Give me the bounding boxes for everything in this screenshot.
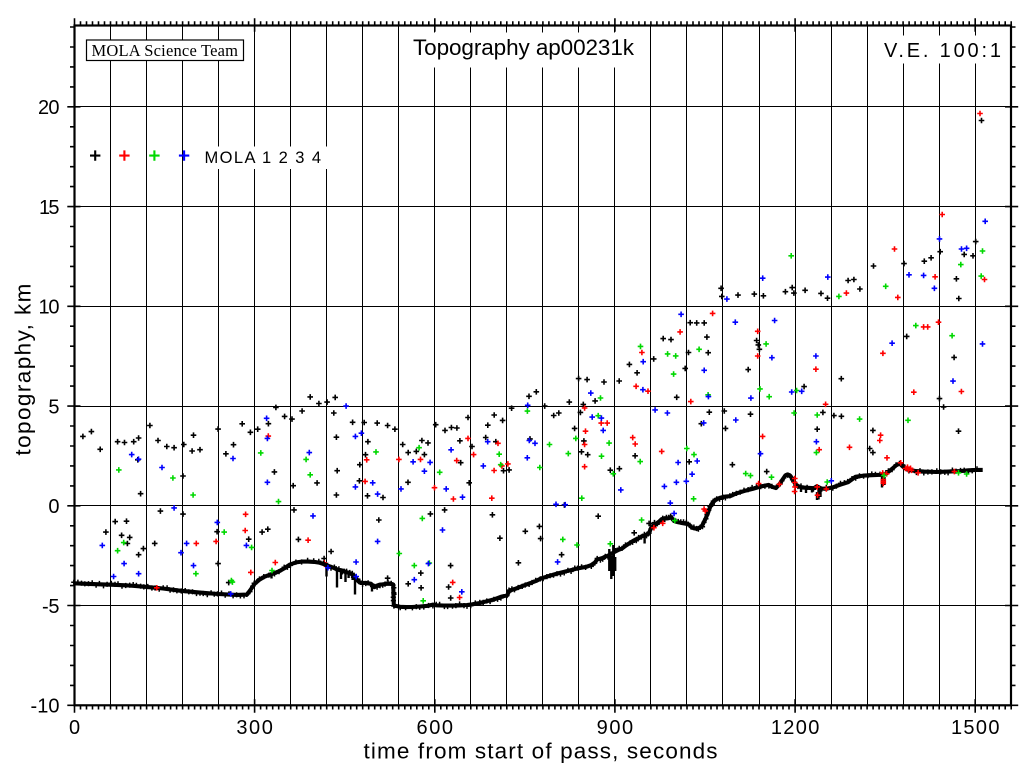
svg-text:MOLA Science Team: MOLA Science Team <box>92 41 239 60</box>
svg-text:MOLA 1 2 3 4: MOLA 1 2 3 4 <box>205 149 322 167</box>
svg-text:-10: -10 <box>31 696 60 718</box>
svg-text:-5: -5 <box>42 596 60 618</box>
svg-text:15: 15 <box>39 197 60 219</box>
svg-text:600: 600 <box>417 717 454 739</box>
svg-text:900: 900 <box>597 717 634 739</box>
svg-text:1500: 1500 <box>951 717 1000 739</box>
svg-text:0: 0 <box>48 496 59 518</box>
svg-text:5: 5 <box>48 396 59 418</box>
svg-text:300: 300 <box>236 717 273 739</box>
svg-text:0: 0 <box>69 717 80 739</box>
svg-text:time from start of pass, secon: time from start of pass, seconds <box>364 739 718 764</box>
svg-text:topography, km: topography, km <box>11 284 36 456</box>
svg-text:V.E. 100:1: V.E. 100:1 <box>884 40 1001 62</box>
svg-text:10: 10 <box>39 297 60 319</box>
svg-text:20: 20 <box>38 97 60 119</box>
svg-text:1200: 1200 <box>771 717 820 739</box>
svg-text:Topography ap00231k: Topography ap00231k <box>413 35 635 60</box>
